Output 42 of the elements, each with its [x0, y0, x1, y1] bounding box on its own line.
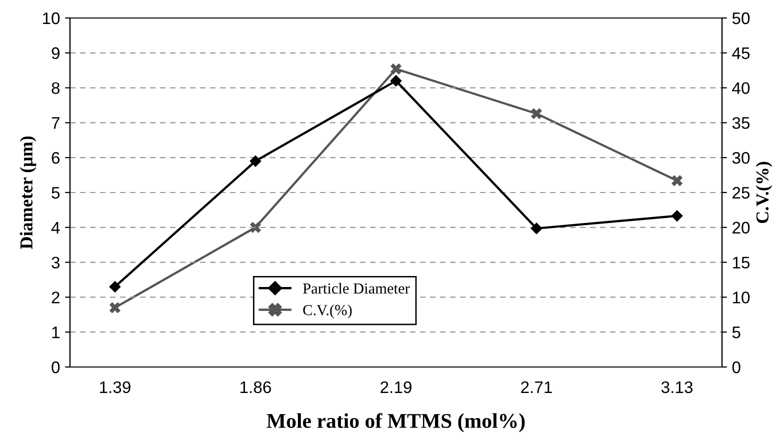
- point: [530, 222, 542, 234]
- legend-label: Particle Diameter: [303, 282, 410, 294]
- y-axis-title: Diameter (μm): [20, 136, 36, 250]
- point: [390, 63, 402, 75]
- x-tick-label: 2.19: [380, 381, 412, 394]
- y-tick-label: 1: [52, 326, 60, 338]
- y-tick-label: 6: [52, 152, 60, 164]
- y-tick-label: 9: [52, 47, 60, 60]
- x-tick-label: 1.39: [100, 381, 130, 394]
- point: [671, 210, 683, 222]
- y-tick-label: 8: [52, 82, 60, 94]
- x-tick-label: 1.86: [240, 381, 271, 394]
- y2-tick-label: 40: [732, 82, 750, 94]
- y2-axis-title: C.V.(%): [756, 162, 772, 224]
- y2-tick-label: 30: [732, 152, 750, 164]
- y-tick-label: 4: [51, 222, 60, 234]
- x-tick-label: 3.13: [661, 381, 693, 394]
- point: [671, 175, 683, 186]
- y2-tick-label: 50: [732, 12, 750, 24]
- y2-tick-label: 25: [732, 186, 750, 199]
- point: [250, 155, 262, 167]
- point: [109, 280, 121, 293]
- y-tick-label: 5: [52, 187, 60, 199]
- y2-tick-label: 20: [732, 222, 750, 234]
- y-tick-label: 10: [43, 12, 60, 24]
- y-tick-label: 2: [52, 292, 60, 304]
- x-axis-title: Mole ratio of MTMS (mol%): [266, 413, 525, 432]
- y2-tick-label: 5: [732, 326, 740, 338]
- point: [109, 302, 121, 314]
- y-tick-label: 7: [52, 117, 60, 129]
- y2-tick-label: 0: [732, 361, 740, 374]
- y-tick-label: 0: [52, 361, 60, 374]
- x-tick-label: 2.71: [521, 381, 552, 393]
- y2-tick-label: 10: [732, 292, 750, 304]
- point: [530, 108, 542, 120]
- y2-tick-label: 15: [732, 256, 750, 269]
- y2-tick-label: 45: [732, 47, 750, 60]
- y2-tick-label: 35: [732, 117, 750, 129]
- y-tick-label: 3: [52, 256, 60, 269]
- legend-label: C.V.(%): [303, 304, 352, 318]
- point: [390, 74, 402, 87]
- point: [250, 222, 262, 233]
